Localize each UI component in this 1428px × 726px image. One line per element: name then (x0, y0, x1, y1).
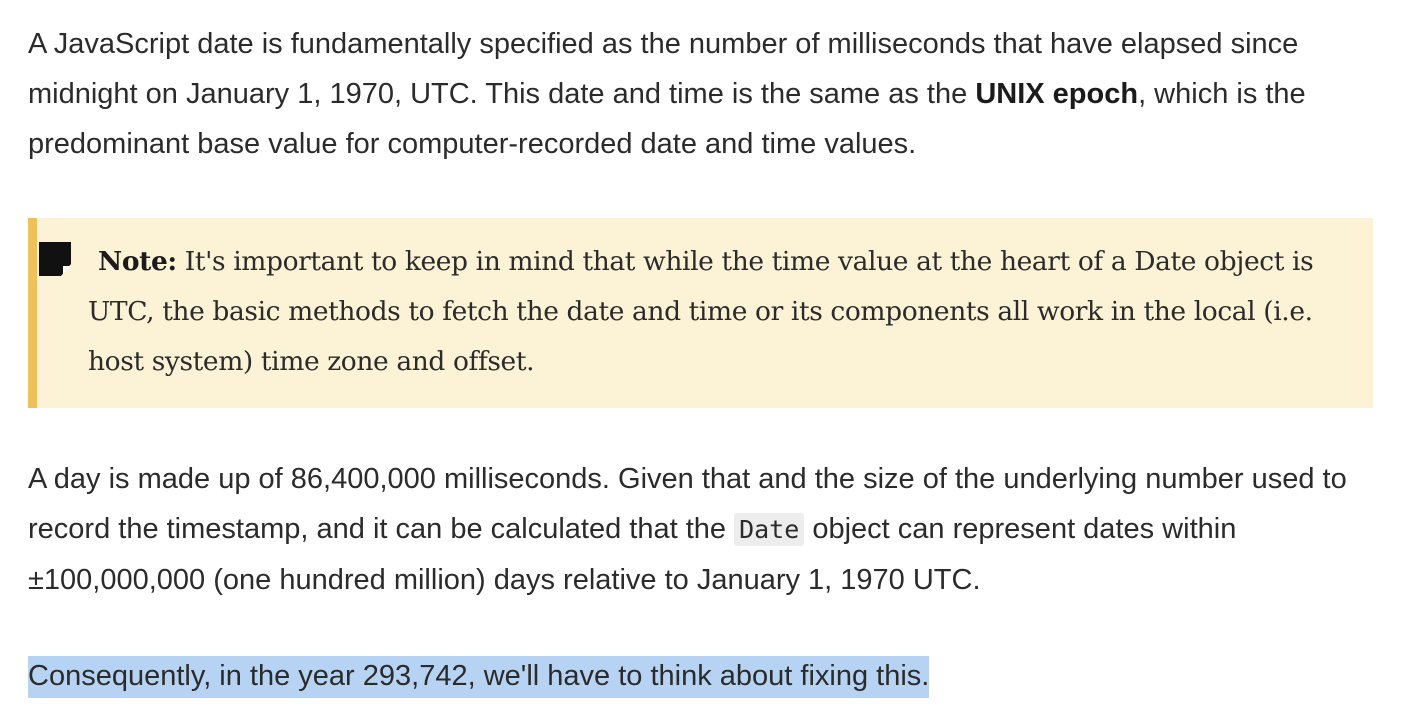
selected-text[interactable]: Consequently, in the year 293,742, we'll… (28, 656, 930, 698)
note-label: Note: (98, 246, 177, 277)
paragraph-text: A JavaScript date is fundamentally speci… (28, 28, 1299, 110)
note-callout: Note: It's important to keep in mind tha… (28, 218, 1373, 408)
note-body: It's important to keep in mind that whil… (88, 246, 1314, 377)
paragraph-conclusion: Consequently, in the year 293,742, we'll… (28, 651, 1374, 701)
sticky-note-icon (39, 242, 71, 276)
paragraph-text: A day is made up of 86,400,000 milliseco… (28, 463, 1347, 545)
article-content: A JavaScript date is fundamentally speci… (28, 19, 1374, 701)
paragraph-day-milliseconds: A day is made up of 86,400,000 milliseco… (28, 454, 1374, 605)
note-text: Note: It's important to keep in mind tha… (88, 237, 1353, 387)
unix-epoch-term: UNIX epoch (975, 78, 1139, 110)
paragraph-text: , which is the predominant base value fo… (28, 78, 1306, 160)
date-code-inline: Date (734, 513, 805, 546)
paragraph-text: object can represent dates within ±100,0… (28, 513, 1237, 596)
paragraph-date-intro: A JavaScript date is fundamentally speci… (28, 19, 1374, 169)
